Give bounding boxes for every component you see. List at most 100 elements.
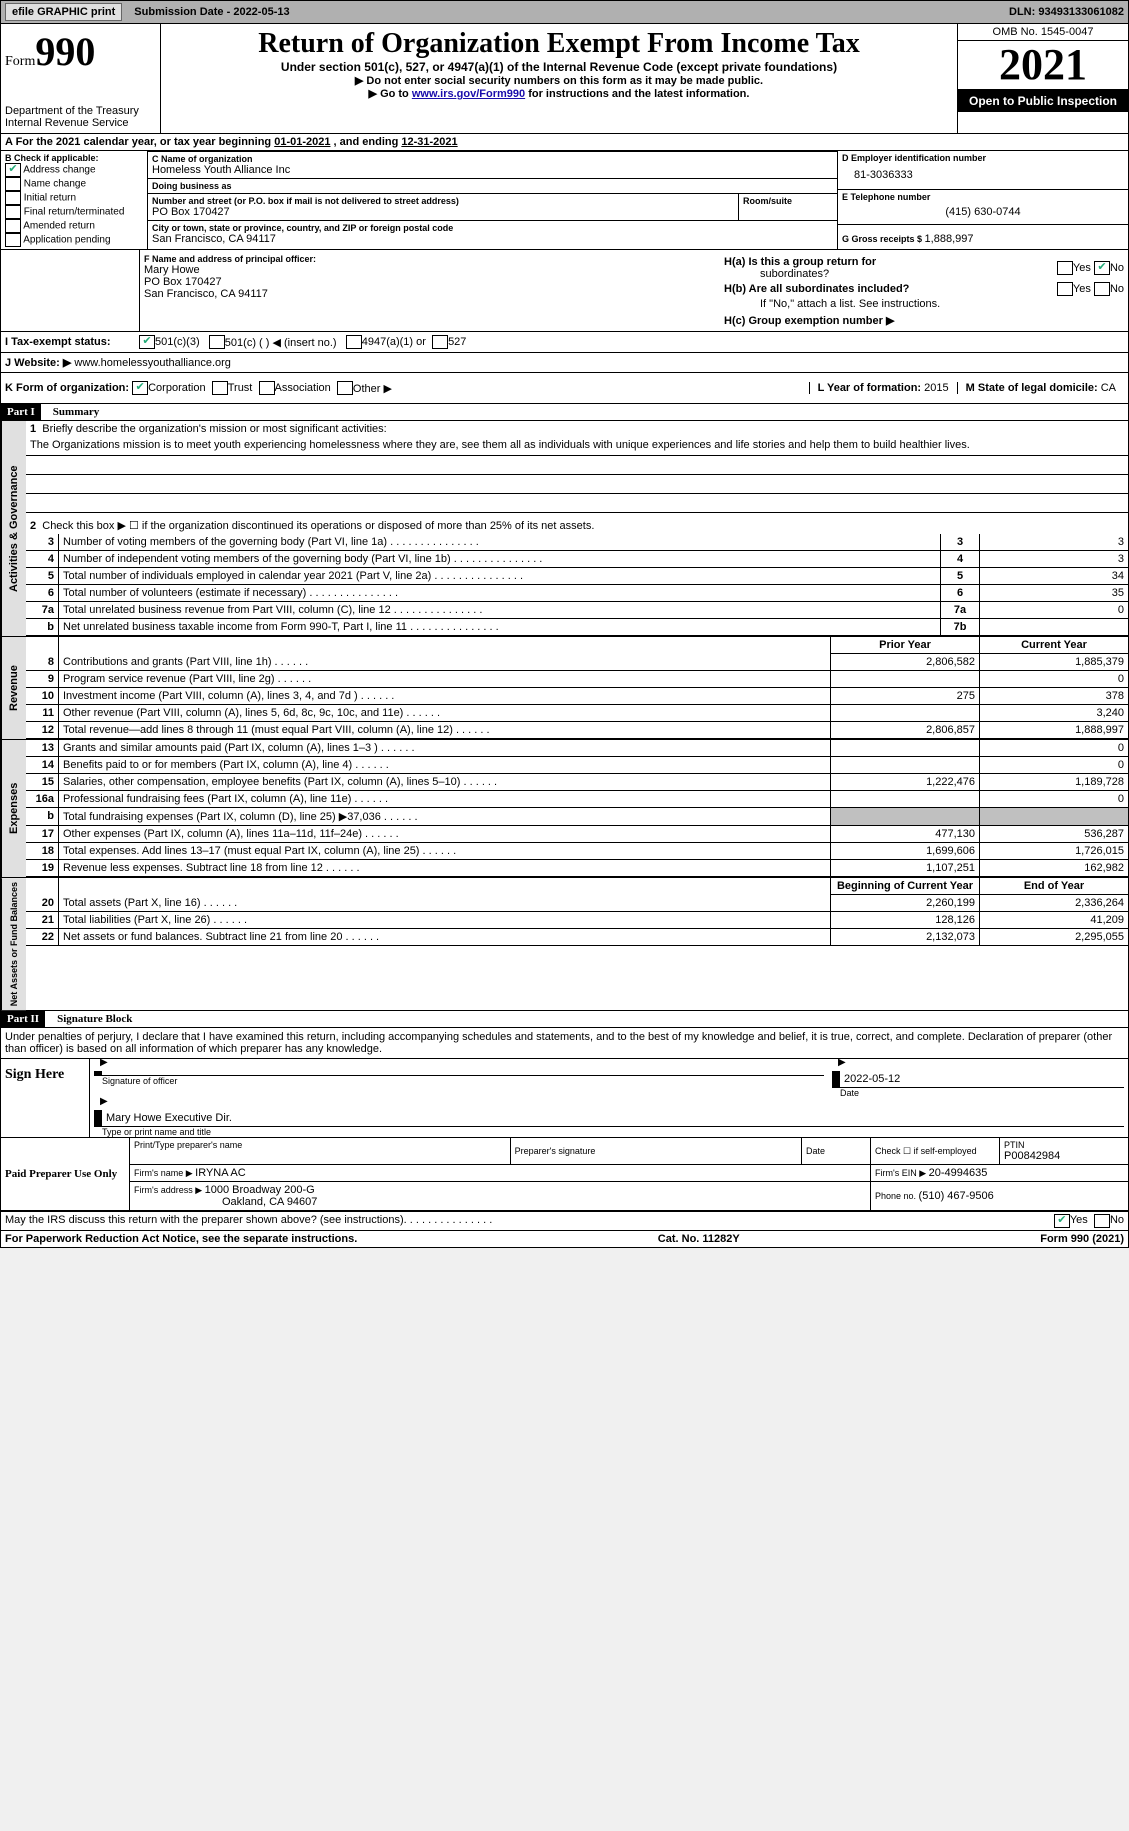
row-label: Program service revenue (Part VIII, line…	[59, 671, 831, 688]
row-num: 11	[26, 705, 59, 722]
part1-governance: Activities & Governance 1 Briefly descri…	[0, 421, 1129, 637]
row-label: Total liabilities (Part X, line 26)	[59, 912, 831, 929]
open-to-public: Open to Public Inspection	[958, 90, 1128, 112]
part1-revenue: Revenue Prior Year Current Year8 Contrib…	[0, 637, 1129, 740]
app-pending-label: Application pending	[23, 235, 110, 246]
curr-val: 2,295,055	[980, 929, 1129, 946]
paid-preparer-label: Paid Preparer Use Only	[1, 1138, 130, 1211]
dln: DLN: 93493133061082	[1009, 6, 1124, 18]
org-name: Homeless Youth Alliance Inc	[152, 164, 833, 176]
prior-val	[831, 740, 980, 757]
ptin-val: P00842984	[1004, 1150, 1124, 1162]
dba-label: Doing business as	[152, 181, 833, 191]
row-label: Salaries, other compensation, employee b…	[59, 774, 831, 791]
c-name-label: C Name of organization	[152, 154, 833, 164]
ein-val: 81-3036333	[842, 163, 1124, 187]
row-num: 22	[26, 929, 59, 946]
hb-yes[interactable]	[1057, 282, 1073, 296]
discuss-no[interactable]	[1094, 1214, 1110, 1228]
501c3-label: 501(c)(3)	[155, 336, 200, 348]
chk-amended[interactable]	[5, 219, 21, 233]
chk-initial[interactable]	[5, 191, 21, 205]
dept-treasury: Department of the Treasury	[5, 105, 156, 117]
hc-label: H(c) Group exemption number ▶	[724, 314, 1124, 327]
chk-527[interactable]	[432, 335, 448, 349]
subdate-val: 2022-05-13	[233, 6, 289, 18]
part1-header-row: Part I Summary	[0, 404, 1129, 421]
irs-link[interactable]: www.irs.gov/Form990	[412, 88, 525, 100]
4947-label: 4947(a)(1) or	[362, 336, 426, 348]
rowa-mid: , and ending	[330, 136, 401, 148]
prior-val	[831, 671, 980, 688]
chk-assoc[interactable]	[259, 381, 275, 395]
sig-officer-line	[94, 1071, 824, 1076]
discuss-yes[interactable]	[1054, 1214, 1070, 1228]
form-prefix: Form	[5, 54, 35, 69]
section-bcdeg: B Check if applicable: Address change Na…	[0, 151, 1129, 249]
curr-val: 0	[980, 791, 1129, 808]
initial-label: Initial return	[24, 193, 76, 204]
l-label: L Year of formation:	[818, 382, 925, 394]
prep-name-label: Print/Type preparer's name	[134, 1140, 506, 1150]
chk-501c[interactable]	[209, 335, 225, 349]
street-val: PO Box 170427	[152, 206, 734, 218]
pra-notice: For Paperwork Reduction Act Notice, see …	[5, 1233, 357, 1245]
hb-no[interactable]	[1094, 282, 1110, 296]
chk-app-pending[interactable]	[5, 233, 21, 247]
row-label: Number of voting members of the governin…	[59, 534, 941, 551]
prior-val: 128,126	[831, 912, 980, 929]
row-k: K Form of organization: Corporation Trus…	[0, 373, 1129, 404]
row-num: 17	[26, 826, 59, 843]
ha-yes[interactable]	[1057, 261, 1073, 275]
row-box: 5	[941, 568, 980, 585]
signature-block: Sign Here Signature of officer 2022-05-1…	[0, 1059, 1129, 1138]
form-footer: Form 990 (2021)	[1040, 1233, 1124, 1245]
chk-501c3[interactable]	[139, 335, 155, 349]
row-num: 7a	[26, 602, 59, 619]
row-a: A For the 2021 calendar year, or tax yea…	[0, 134, 1129, 151]
section-fh: F Name and address of principal officer:…	[0, 249, 1129, 332]
row-label: Number of independent voting members of …	[59, 551, 941, 568]
row-num: 15	[26, 774, 59, 791]
prior-val	[831, 705, 980, 722]
form-num: 990	[35, 29, 95, 74]
chk-other[interactable]	[337, 381, 353, 395]
chk-final[interactable]	[5, 205, 21, 219]
col-current: Current Year	[980, 637, 1129, 654]
discuss-row: May the IRS discuss this return with the…	[0, 1211, 1129, 1231]
row-label: Other revenue (Part VIII, column (A), li…	[59, 705, 831, 722]
chk-4947[interactable]	[346, 335, 362, 349]
chk-corp[interactable]	[132, 381, 148, 395]
d-label: D Employer identification number	[842, 153, 1124, 163]
col-prior: Beginning of Current Year	[831, 878, 980, 895]
assoc-label: Association	[275, 382, 331, 394]
city-val: San Francisco, CA 94117	[152, 233, 833, 245]
ptin-label: PTIN	[1004, 1140, 1124, 1150]
cat-no: Cat. No. 11282Y	[658, 1233, 740, 1245]
revenue-table: Prior Year Current Year8 Contributions a…	[26, 637, 1128, 739]
dln-val: 93493133061082	[1038, 6, 1124, 18]
chk-name-change[interactable]	[5, 177, 21, 191]
trust-label: Trust	[228, 382, 253, 394]
firm-ein-label: Firm's EIN ▶	[875, 1168, 929, 1178]
row-label: Professional fundraising fees (Part IX, …	[59, 791, 831, 808]
box-c: C Name of organization Homeless Youth Al…	[148, 151, 837, 249]
row-label: Investment income (Part VIII, column (A)…	[59, 688, 831, 705]
efile-print-button[interactable]: efile GRAPHIC print	[5, 3, 122, 21]
col-current: End of Year	[980, 878, 1129, 895]
curr-val: 0	[980, 671, 1129, 688]
b-label: B Check if applicable:	[5, 153, 143, 163]
row-num: 9	[26, 671, 59, 688]
ha-sub: subordinates?	[724, 268, 829, 280]
yes-label: Yes	[1073, 262, 1091, 274]
curr-val: 0	[980, 757, 1129, 774]
ha-no[interactable]	[1094, 261, 1110, 275]
527-label: 527	[448, 336, 466, 348]
prior-val: 275	[831, 688, 980, 705]
sig-officer-label: Signature of officer	[102, 1076, 828, 1086]
chk-addr-change[interactable]	[5, 163, 21, 177]
k-label: K Form of organization:	[5, 382, 129, 394]
chk-trust[interactable]	[212, 381, 228, 395]
m-label: M State of legal domicile:	[966, 382, 1101, 394]
row-box: 7b	[941, 619, 980, 636]
